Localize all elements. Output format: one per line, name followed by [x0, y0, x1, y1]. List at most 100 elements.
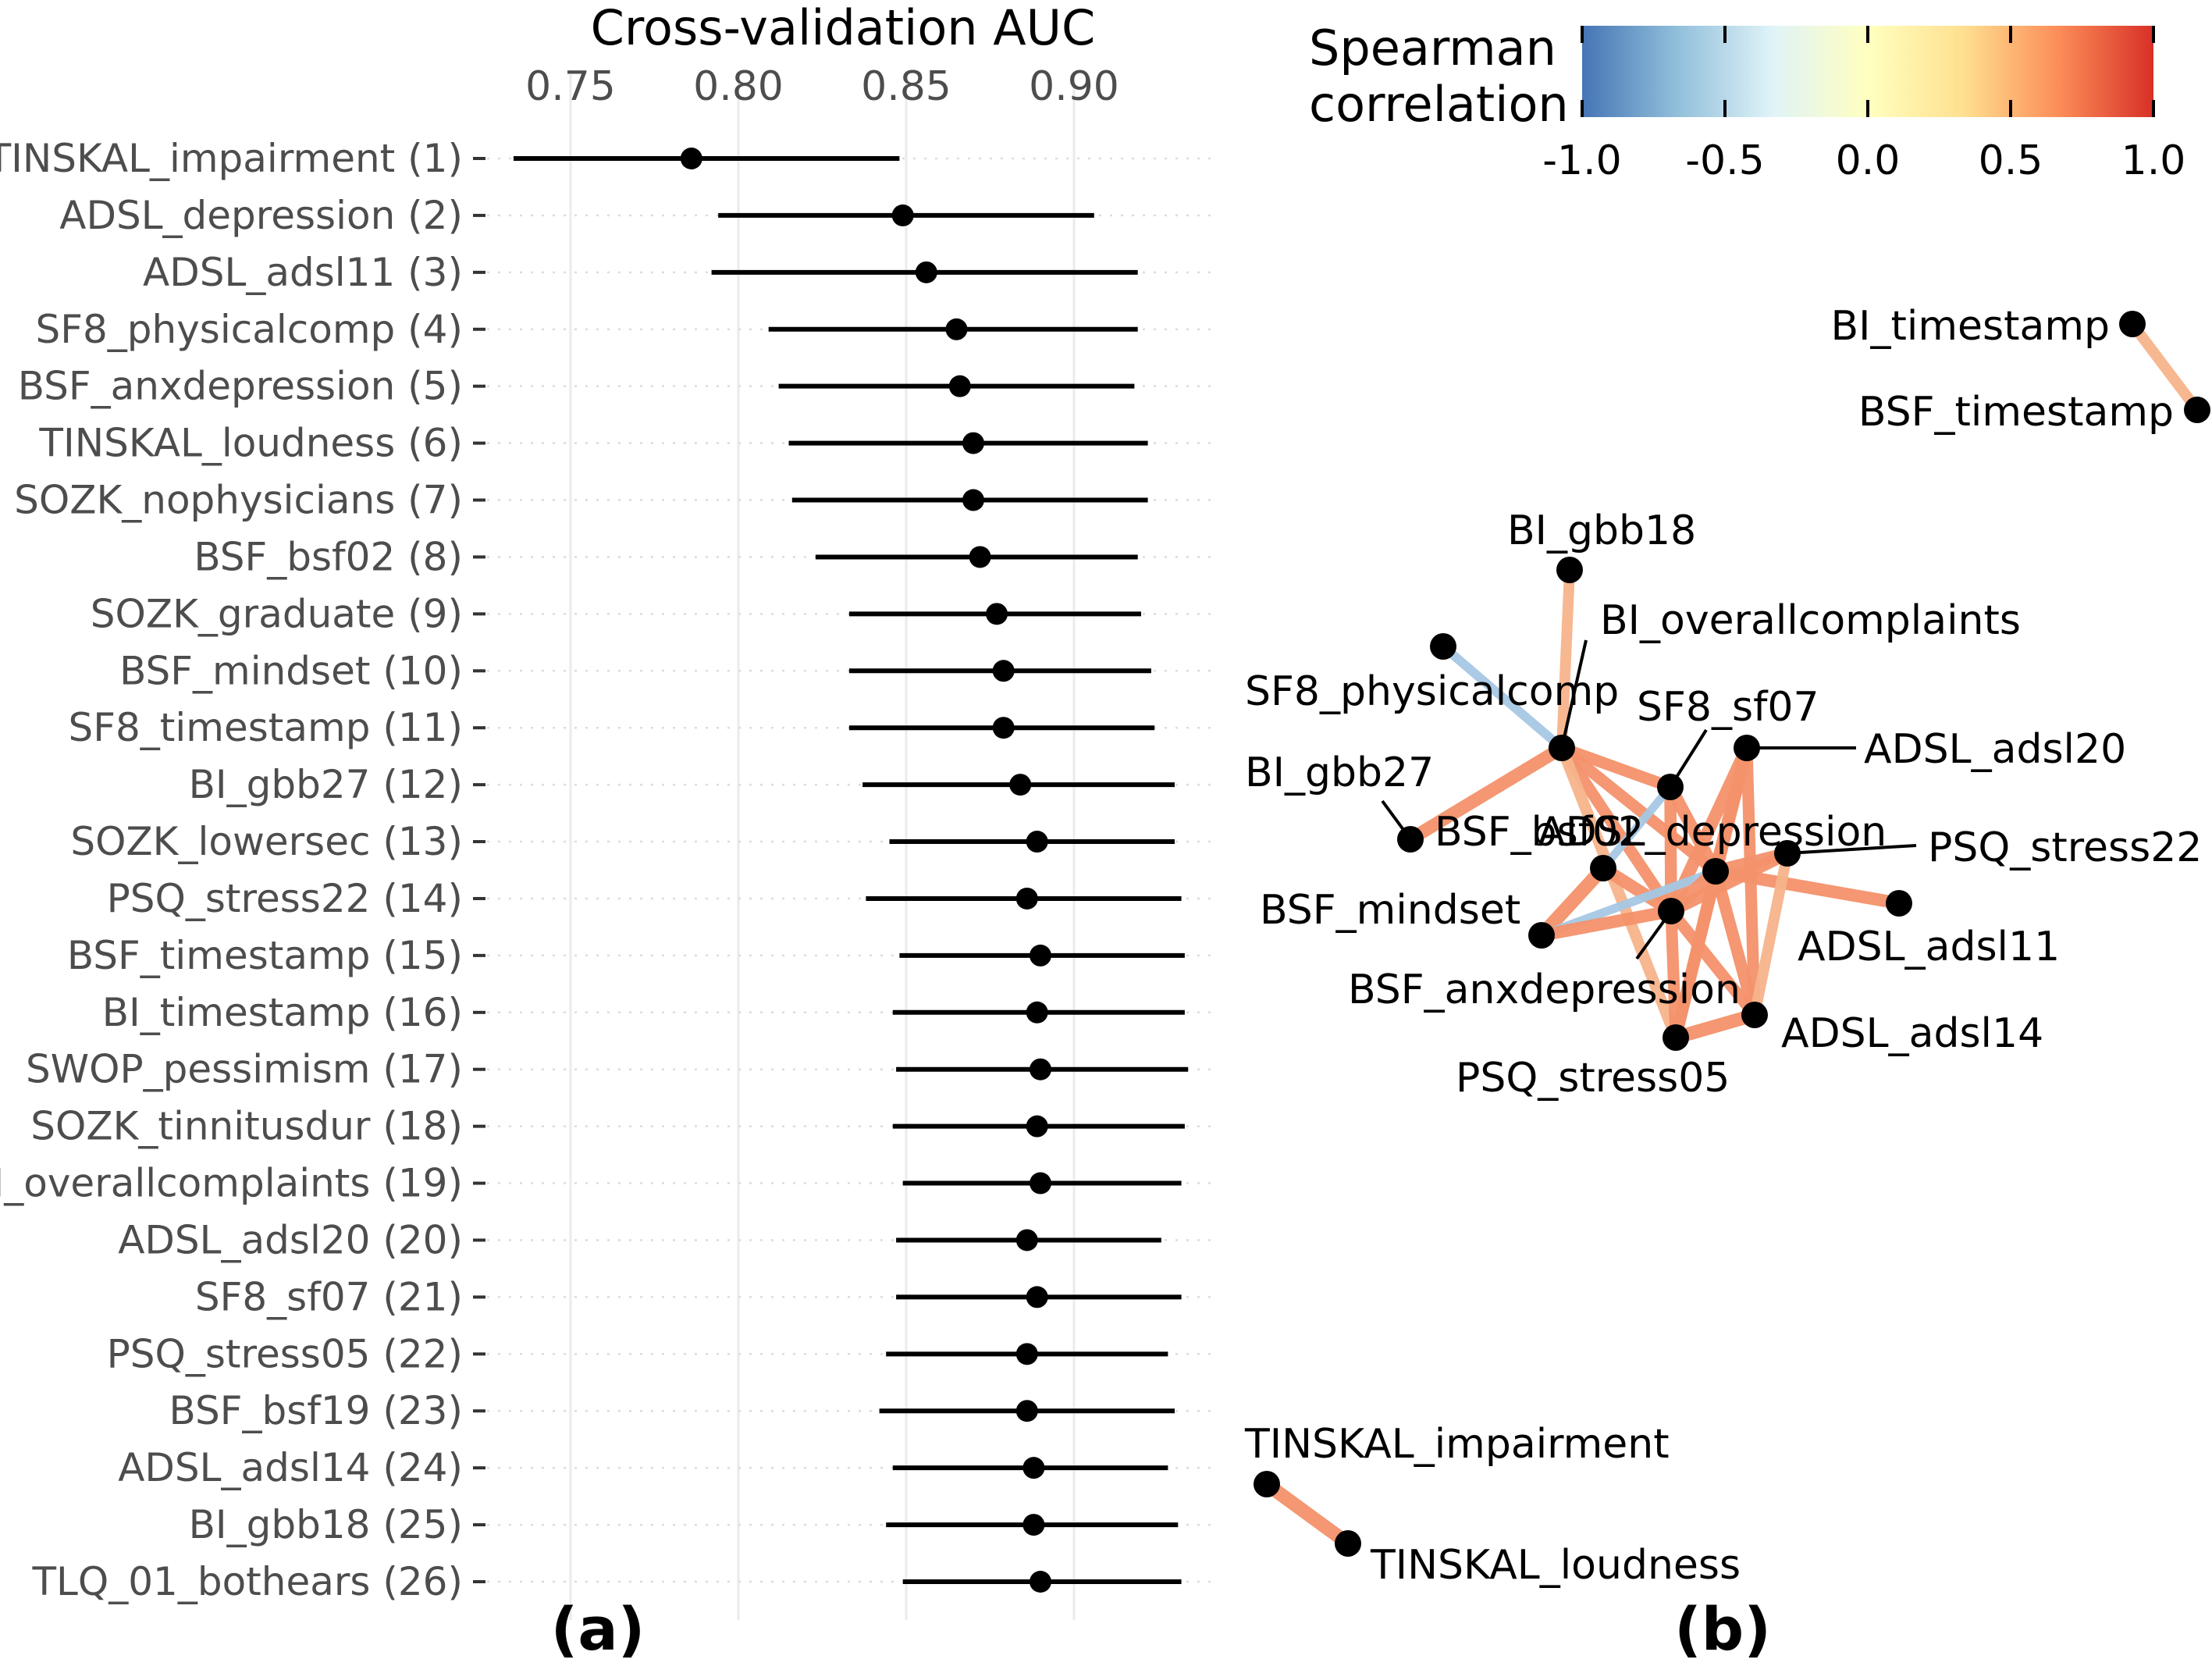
network-node-label: SF8_sf07 [1637, 684, 1819, 731]
forest-y-tick-label: BI_timestamp (16) [102, 990, 463, 1035]
forest-y-tick-label: SOZK_lowersec (13) [70, 819, 463, 864]
forest-point [1022, 1514, 1045, 1536]
forest-y-tick-label: SWOP_pessimism (17) [26, 1047, 463, 1092]
forest-point [915, 261, 937, 283]
forest-point [1026, 1286, 1048, 1308]
network-node-label: ADSL_adsl20 [1864, 726, 2126, 773]
forest-point [1030, 944, 1051, 967]
network-edge [1596, 861, 1678, 918]
forest-x-tick-label: 0.75 [525, 63, 616, 110]
network-node [1254, 1471, 1280, 1497]
forest-y-tick-label: ADSL_adsl20 (20) [118, 1217, 463, 1262]
legend-tick-label: -0.5 [1685, 137, 1764, 184]
network-edge [1535, 861, 1610, 942]
network-node [2119, 311, 2146, 337]
network-node [1734, 735, 1760, 761]
network-node-label: TINSKAL_impairment [1244, 1421, 1670, 1468]
network-edge [1709, 865, 1761, 1021]
forest-y-tick-label: BI_overallcomplaints (19) [0, 1161, 463, 1206]
forest-y-tick-label: SF8_sf07 (21) [195, 1274, 463, 1319]
network-edge [1556, 742, 1682, 1044]
forest-y-tick-label: BSF_timestamp (15) [67, 933, 463, 978]
network-edge [1403, 741, 1569, 846]
network-node-label: BI_overallcomplaints [1600, 597, 2021, 644]
network-node [1335, 1530, 1361, 1557]
network-edge [1260, 1477, 1355, 1550]
network-node [1528, 922, 1555, 949]
forest-point [1015, 887, 1038, 910]
forest-y-tick-label: SOZK_nophysicians (7) [14, 478, 463, 523]
forest-y-tick-label: ADSL_depression (2) [59, 193, 463, 238]
forest-rows: TINSKAL_impairment (1) ADSL_depression (2… [0, 136, 1189, 1604]
forest-point [1026, 1001, 1048, 1024]
forest-point [1009, 774, 1032, 796]
forest-point [992, 660, 1015, 682]
forest-y-tick-label: ADSL_adsl14 (24) [118, 1445, 463, 1490]
forest-x-ticks: 0.75 0.80 0.85 0.90 [525, 63, 1119, 110]
network-node-label: TINSKAL_loudness [1370, 1542, 1741, 1589]
legend-title: correlation [1309, 76, 1569, 133]
forest-x-tick-label: 0.85 [861, 63, 951, 110]
forest-y-tick-label: ADSL_adsl11 (3) [143, 250, 463, 295]
network-node-label: BSF_timestamp [1858, 389, 2174, 436]
network-node [1397, 826, 1424, 853]
network-edges [1260, 319, 2203, 1550]
network-edge [1665, 905, 1761, 1021]
network-node [1663, 1024, 1689, 1051]
forest-point [1015, 1400, 1038, 1422]
forest-y-tick-label: SOZK_graduate (9) [91, 591, 463, 636]
forest-y-tick-label: TINSKAL_loudness (6) [38, 421, 463, 466]
forest-point [992, 717, 1015, 739]
forest-y-tick-label: SF8_physicalcomp (4) [35, 307, 463, 352]
network-node [1774, 840, 1801, 867]
network-node-label: PSQ_stress22 [1928, 824, 2202, 871]
network-node-label: BSF_mindset [1260, 887, 1520, 934]
forest-point [945, 318, 968, 340]
forest-point [969, 546, 991, 568]
forest-x-tick-label: 0.90 [1029, 63, 1119, 110]
forest-x-axis-title: Cross-validation AUC [591, 0, 1096, 56]
forest-point [1015, 1229, 1038, 1251]
network-edge [1556, 742, 1722, 878]
network-node [1430, 633, 1456, 660]
panel-a-label: (a) [551, 1594, 645, 1659]
legend-tick-label: -1.0 [1542, 137, 1621, 184]
network-edge [1669, 1008, 1762, 1045]
network-node [1658, 898, 1684, 924]
network-edge [1535, 904, 1678, 942]
network-node-label: ADSL_adsl11 [1798, 924, 2060, 970]
forest-y-tick-label: BI_gbb18 (25) [189, 1502, 463, 1547]
network-node-label: BI_timestamp [1831, 303, 2111, 350]
forest-point [962, 432, 984, 454]
forest-plot: TINSKAL_impairment (1) ADSL_depression (2… [0, 0, 1218, 1659]
network-node-label: ADSL_depression [1538, 809, 1887, 856]
network-node [1549, 735, 1575, 761]
forest-y-tick-label: BSF_mindset (10) [119, 648, 463, 693]
forest-point [948, 375, 971, 397]
network-labels: BI_timestamp BSF_timestamp BI_gbb18 BI_over… [1244, 303, 2202, 1589]
network-edge [1663, 780, 1723, 878]
forest-point [891, 204, 914, 226]
network-edge [1665, 905, 1682, 1044]
network-edge [1599, 782, 1675, 873]
network-edge [1556, 742, 1677, 917]
network-node-label: PSQ_stress05 [1456, 1055, 1730, 1102]
forest-point [1015, 1343, 1038, 1365]
network-node [1657, 774, 1684, 800]
network-edge [1556, 742, 1677, 793]
network-node [1886, 890, 1912, 917]
forest-y-tick-label: BSF_bsf19 (23) [169, 1388, 463, 1433]
network-node-label: ADSL_adsl14 [1781, 1010, 2043, 1057]
network-edge [1556, 564, 1575, 753]
forest-y-tick-label: SOZK_tinnitusdur (18) [30, 1104, 463, 1149]
legend-tick-label: 1.0 [2121, 137, 2186, 184]
forest-grid [476, 74, 1218, 1620]
network-label-leader [1787, 844, 1917, 855]
forest-y-tick-label: PSQ_stress22 (14) [107, 876, 463, 921]
network-nodes [1254, 311, 2210, 1557]
network-node-label: BI_gbb27 [1245, 749, 1434, 796]
forest-point [1030, 1571, 1051, 1593]
network-edge [1664, 846, 1794, 918]
forest-y-tick-label: PSQ_stress05 (22) [107, 1331, 463, 1376]
